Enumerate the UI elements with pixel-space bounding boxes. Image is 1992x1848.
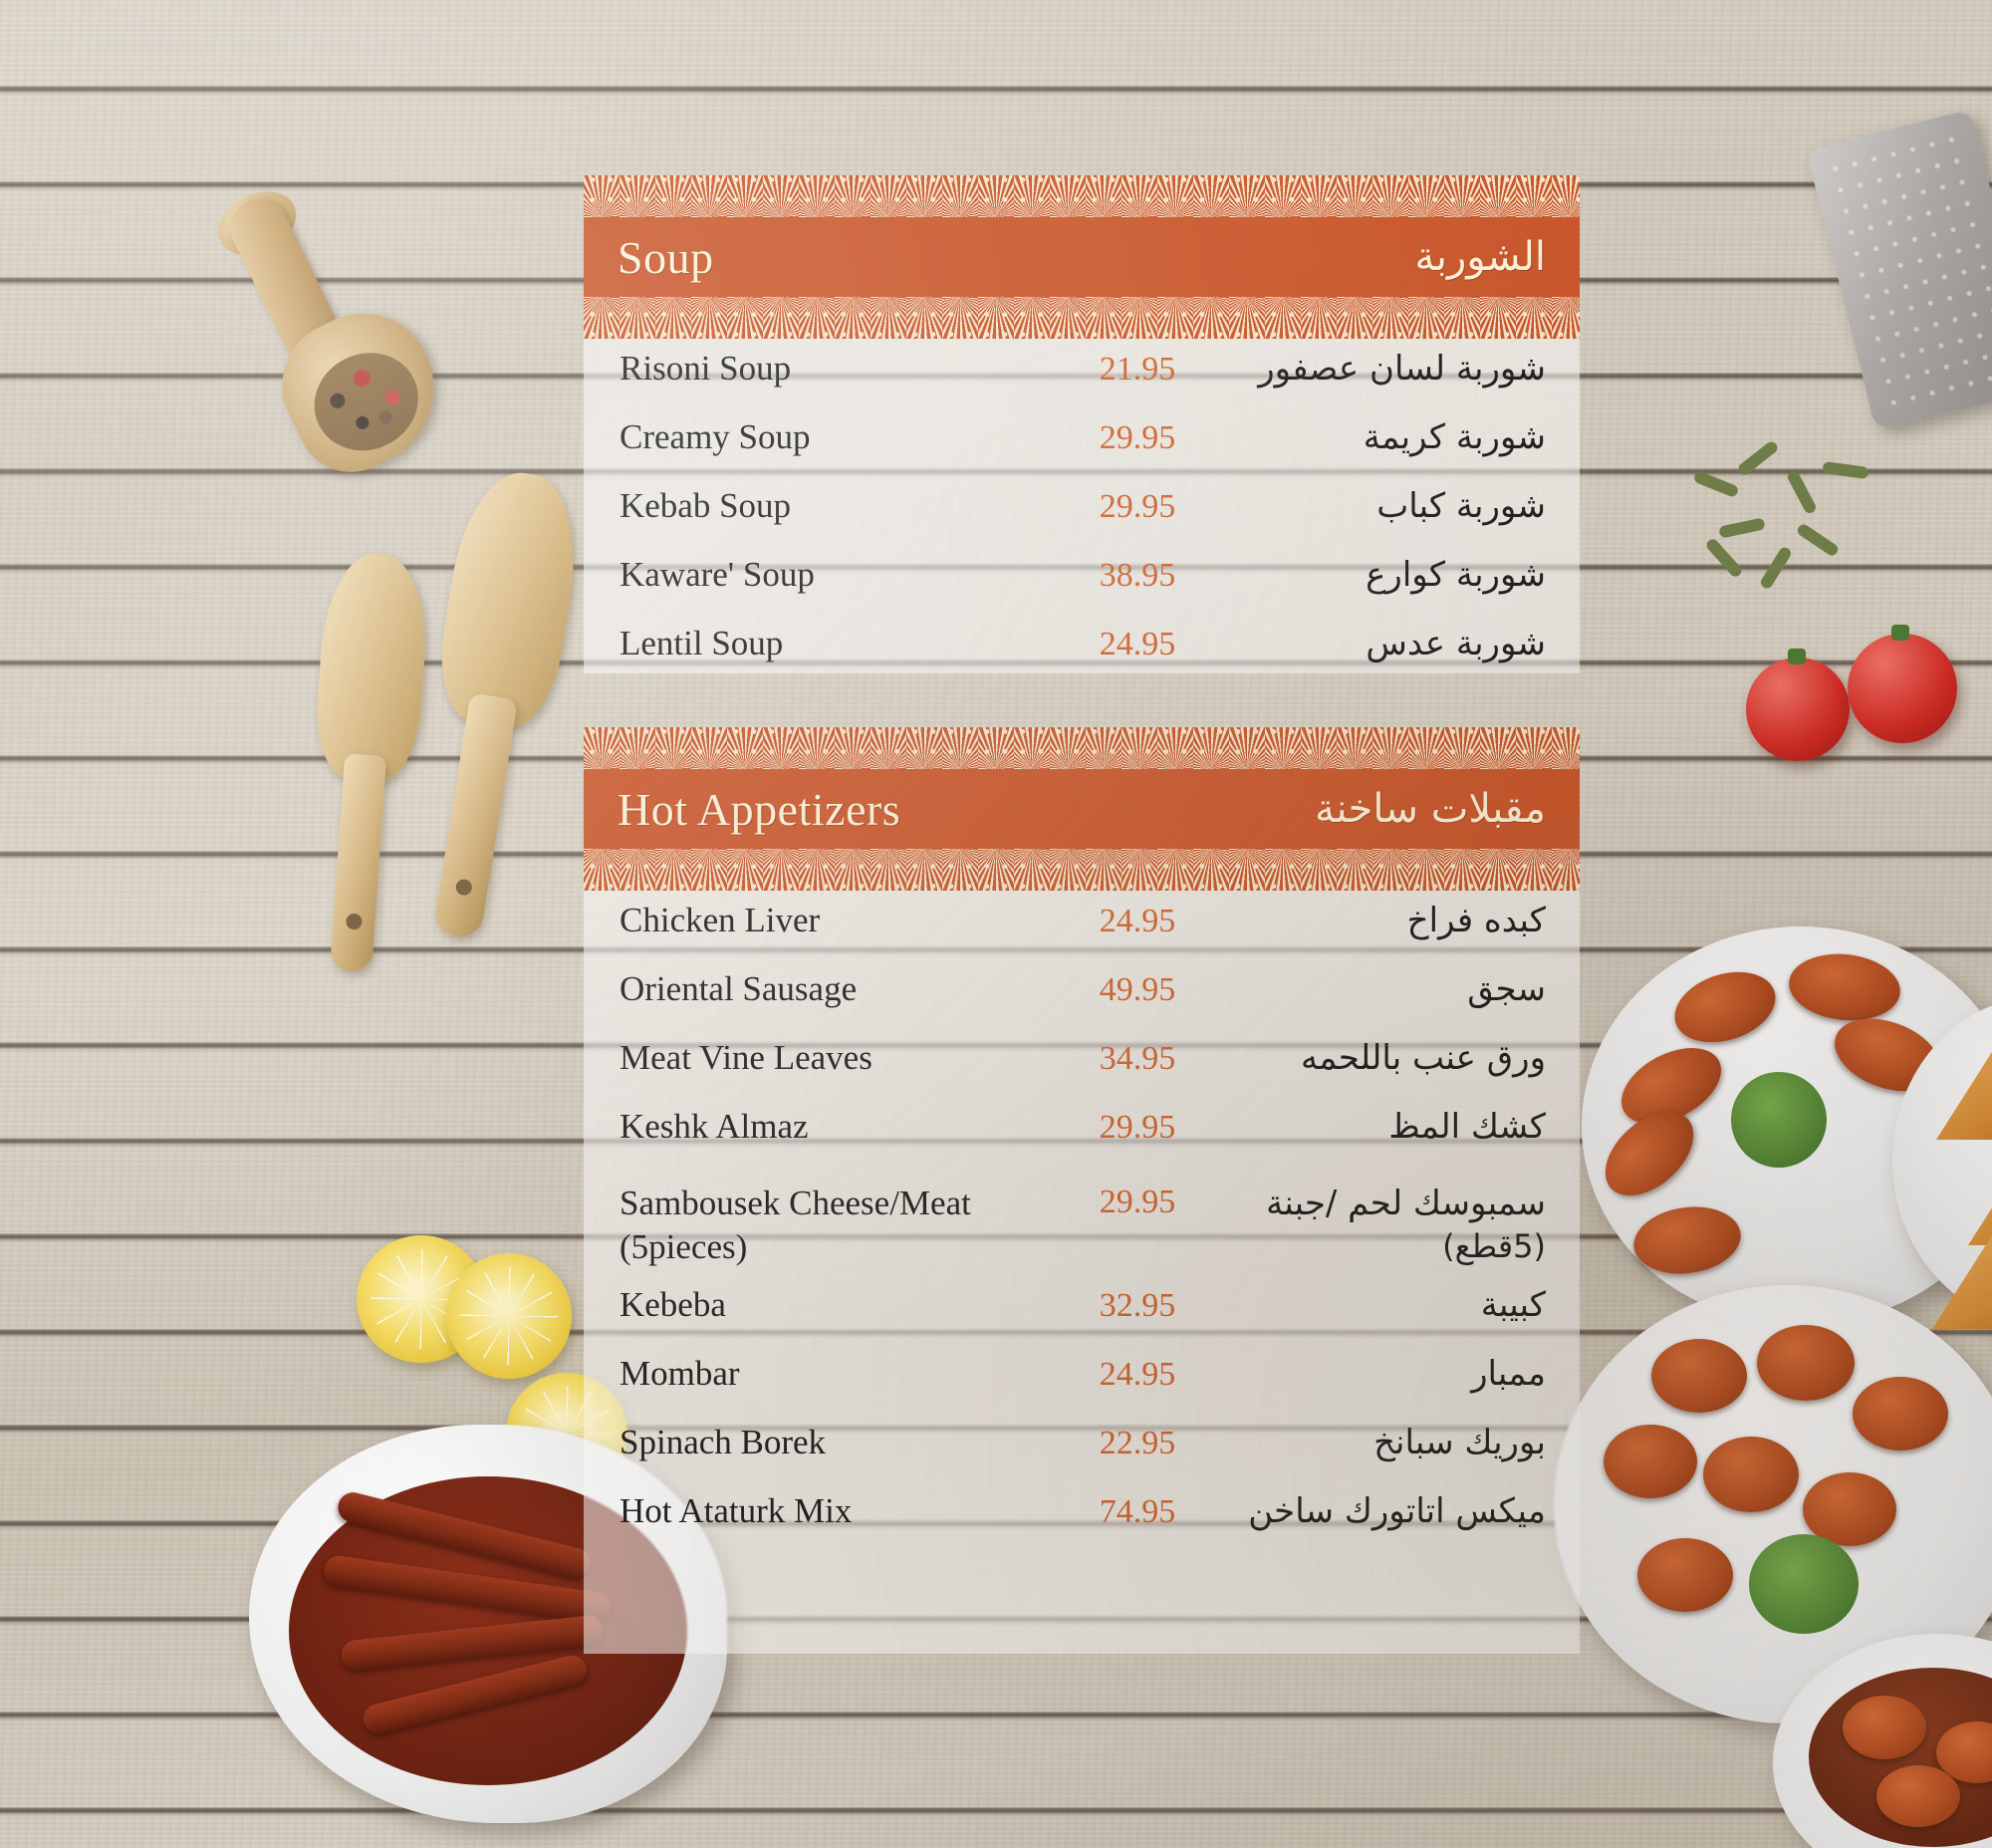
menu-item-row[interactable]: Kaware' Soup 38.95 شوربة كوارع xyxy=(584,555,1580,624)
item-name-ar: كشك المظ xyxy=(1388,1107,1546,1147)
item-name-en: Creamy Soup xyxy=(620,417,811,456)
menu-item-row[interactable]: Oriental Sausage 49.95 سجق xyxy=(584,969,1580,1038)
item-name-ar: شوربة كوارع xyxy=(1366,555,1546,595)
item-name-ar: شوربة كريمة xyxy=(1363,417,1546,457)
item-price: 22.95 xyxy=(1099,1425,1176,1461)
item-price: 24.95 xyxy=(1099,903,1176,939)
menu-item-row[interactable]: Keshk Almaz 29.95 كشك المظ xyxy=(584,1107,1580,1176)
item-price: 29.95 xyxy=(1099,1109,1176,1146)
section-title-en: Soup xyxy=(618,231,714,283)
item-name-ar: ممبار xyxy=(1471,1354,1546,1394)
menu-section-hot-appetizers: Hot Appetizers مقبلات ساخنة Chicken Live… xyxy=(584,727,1580,1654)
ornament-border-bottom xyxy=(584,849,1580,891)
tomato-icon xyxy=(1848,625,1957,743)
menu-item-row[interactable]: Spinach Borek 22.95 بوريك سبانخ xyxy=(584,1423,1580,1491)
menu-item-row[interactable]: Chicken Liver 24.95 كبده فراخ xyxy=(584,901,1580,969)
item-name-ar: بوريك سبانخ xyxy=(1373,1423,1546,1462)
lemon-half-icon xyxy=(446,1253,572,1379)
item-name-en: Lentil Soup xyxy=(620,624,784,662)
menu-item-list: Risoni Soup 21.95 شوربة لسان عصفور Cream… xyxy=(584,339,1580,692)
item-price: 29.95 xyxy=(1099,488,1176,525)
item-price: 29.95 xyxy=(1099,1184,1176,1220)
item-price: 24.95 xyxy=(1099,1356,1176,1393)
item-price: 38.95 xyxy=(1099,557,1176,594)
item-name-ar: كبده فراخ xyxy=(1406,901,1546,940)
item-subtitle-ar: (5قطع) xyxy=(1442,1227,1546,1265)
item-name-en: Keshk Almaz xyxy=(620,1107,809,1146)
metal-grater-icon xyxy=(1806,109,1992,431)
section-title-ar: مقبلات ساخنة xyxy=(1315,786,1546,832)
item-name-ar: كبيبة xyxy=(1480,1285,1546,1325)
menu-item-row[interactable]: Lentil Soup 24.95 شوربة عدس xyxy=(584,624,1580,692)
menu-item-row[interactable]: Risoni Soup 21.95 شوربة لسان عصفور xyxy=(584,349,1580,417)
ornament-border-top xyxy=(584,727,1580,769)
item-subtitle-en: (5pieces) xyxy=(620,1227,748,1266)
item-name-ar: ورق عنب باللحمه xyxy=(1300,1038,1546,1078)
ornament-border-top xyxy=(584,175,1580,217)
item-price: 24.95 xyxy=(1099,626,1176,662)
wooden-spatula-icon xyxy=(397,464,589,945)
menu-section-soup: Soup الشوربة Risoni Soup 21.95 شوربة لسا… xyxy=(584,175,1580,673)
menu-item-row[interactable]: Kebeba 32.95 كبيبة xyxy=(584,1285,1580,1354)
section-title-ar: الشوربة xyxy=(1414,234,1546,280)
item-name-en: Risoni Soup xyxy=(620,349,792,388)
item-price: 32.95 xyxy=(1099,1287,1176,1324)
ornament-border-bottom xyxy=(584,297,1580,339)
item-price: 21.95 xyxy=(1099,351,1176,388)
item-price: 34.95 xyxy=(1099,1040,1176,1077)
item-name-en: Spinach Borek xyxy=(620,1423,827,1461)
item-name-ar: شوربة كباب xyxy=(1376,486,1546,526)
item-name-ar: سجق xyxy=(1467,969,1546,1009)
menu-item-row[interactable]: Hot Ataturk Mix 74.95 ميكس اتاتورك ساخن xyxy=(584,1491,1580,1560)
item-name-en: Oriental Sausage xyxy=(620,969,858,1008)
item-name-en: Mombar xyxy=(620,1354,740,1393)
item-name-en: Kaware' Soup xyxy=(620,555,815,594)
item-name-en: Meat Vine Leaves xyxy=(620,1038,872,1077)
item-name-en: Hot Ataturk Mix xyxy=(620,1491,853,1530)
item-name-en: Sambousek Cheese/Meat xyxy=(620,1184,971,1222)
item-price: 74.95 xyxy=(1099,1493,1176,1530)
section-title-en: Hot Appetizers xyxy=(618,783,901,835)
item-name-ar: سمبوسك لحم /جبنة xyxy=(1266,1184,1546,1223)
item-name-ar: شوربة لسان عصفور xyxy=(1258,349,1546,389)
item-name-ar: شوربة عدس xyxy=(1366,624,1546,663)
item-name-ar: ميكس اتاتورك ساخن xyxy=(1248,1491,1546,1531)
menu-item-row[interactable]: Creamy Soup 29.95 شوربة كريمة xyxy=(584,417,1580,486)
item-name-en: Kebab Soup xyxy=(620,486,792,525)
section-header-soup: Soup الشوربة xyxy=(584,217,1580,297)
menu-item-row[interactable]: Kebab Soup 29.95 شوربة كباب xyxy=(584,486,1580,555)
wooden-scoop-icon xyxy=(199,89,595,490)
section-header-hot-appetizers: Hot Appetizers مقبلات ساخنة xyxy=(584,769,1580,849)
item-price: 49.95 xyxy=(1099,971,1176,1008)
menu-item-row[interactable]: Mombar 24.95 ممبار xyxy=(584,1354,1580,1423)
item-name-en: Chicken Liver xyxy=(620,901,821,939)
dried-herbs-icon xyxy=(1683,438,1902,618)
menu-item-row[interactable]: Sambousek Cheese/Meat (5pieces) 29.95 سم… xyxy=(584,1176,1580,1285)
item-price: 29.95 xyxy=(1099,419,1176,456)
menu-item-list: Chicken Liver 24.95 كبده فراخ Oriental S… xyxy=(584,891,1580,1560)
menu-item-row[interactable]: Meat Vine Leaves 34.95 ورق عنب باللحمه xyxy=(584,1038,1580,1107)
item-name-en: Kebeba xyxy=(620,1285,726,1324)
tomato-icon xyxy=(1746,649,1850,761)
